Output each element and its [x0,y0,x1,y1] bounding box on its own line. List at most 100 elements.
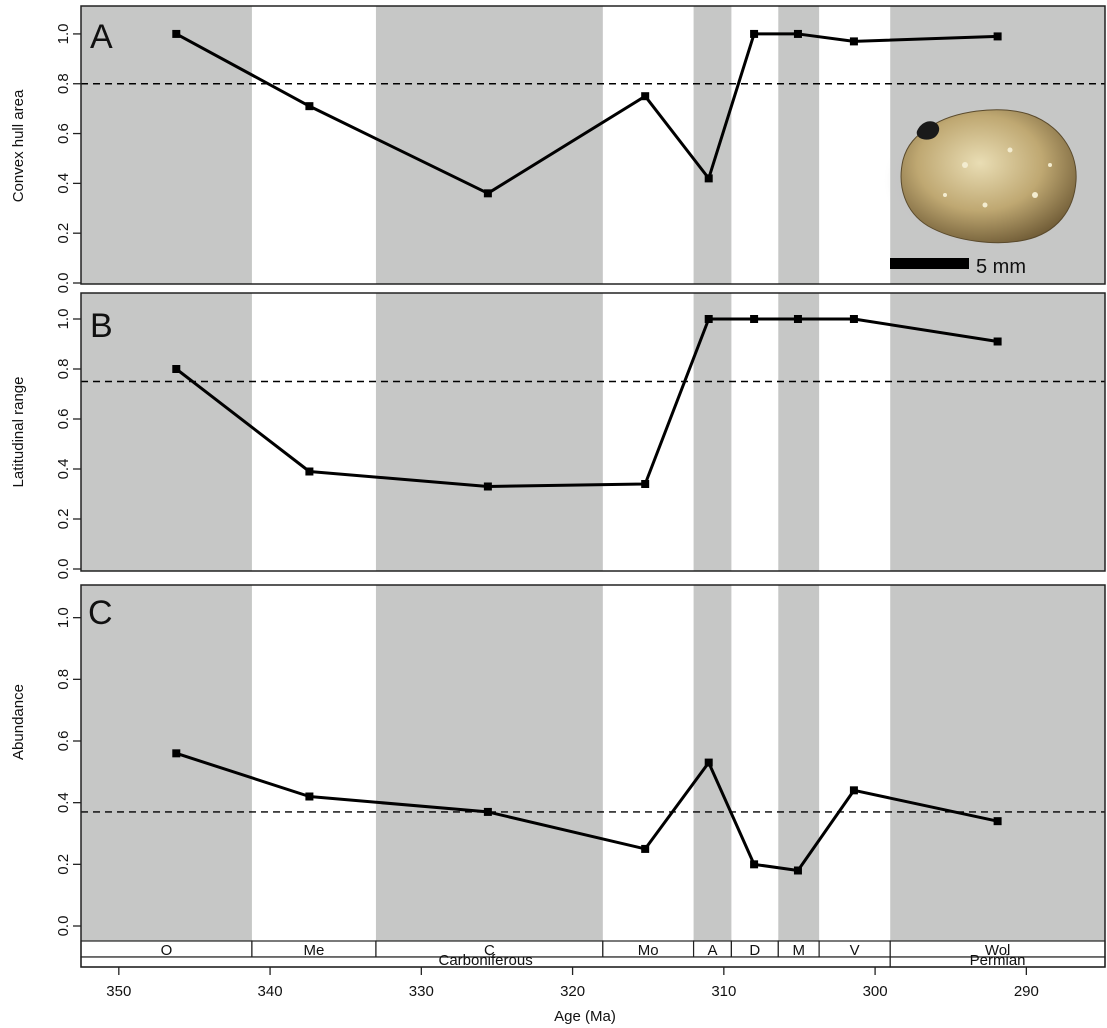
panel-a-point-4 [704,174,713,183]
panel-c-point-5 [750,860,759,869]
panel-a-y-axis: 0.0 0.2 0.4 0.6 0.8 1.0 [55,23,81,293]
stage-label-1: Me [304,942,325,959]
panel-b-shade-2 [693,293,732,571]
panel-a-shade-3 [778,6,820,284]
panel-a-point-7 [849,37,858,46]
panel-a-frame [80,5,1106,285]
panel-b-frame [80,292,1106,572]
x-tick-label-3: 320 [560,983,585,1000]
panel-b-y-tick-label-2: 0.4 [55,459,72,480]
panel-c-y-tick-label-4: 0.8 [55,669,72,690]
panel-a-y-tick-label-2: 0.4 [55,173,72,194]
panel-a-series [172,29,1002,198]
panel-c-point-8 [993,817,1002,826]
panel-a-point-0 [172,29,181,38]
period-label-1: Permian [970,952,1026,969]
stage-label-5: D [749,942,760,959]
stage-label-2: C [484,942,495,959]
panel-c-y-tick-label-2: 0.4 [55,792,72,813]
panel-c-shade-0 [81,585,252,967]
panel-c-point-7 [849,786,858,795]
panel-c-y-tick-label-3: 0.6 [55,731,72,752]
x-tick-label-6: 290 [1014,983,1039,1000]
panel-a-point-3 [641,92,650,101]
panel-a-shade-0 [81,6,252,284]
panel-b-shade-0 [81,293,252,571]
panel-a-point-1 [305,102,314,111]
panel-c-series [172,749,1002,875]
panel-c-y-tick-label-5: 1.0 [55,607,72,628]
stage-label-4: A [707,942,717,959]
x-tick-label-5: 300 [863,983,888,1000]
panel-b-point-4 [704,315,713,323]
panel-b-point-7 [849,315,858,323]
panel-c-y-tick-label-0: 0.0 [55,916,72,937]
panel-c-letter: C [88,594,113,632]
panel-b-y-label: Latitudinal range [10,377,27,488]
scale-bar-label: 5 mm [976,256,1026,278]
panel-b-point-6 [793,315,802,323]
panel-b-shade-1 [375,293,603,571]
stage-label-7: V [850,942,860,959]
panel-b-letter: B [90,307,113,345]
stage-label-6: M [792,942,805,959]
stage-label-3: Mo [638,942,659,959]
panel-b-series [172,315,1002,491]
panel-b-shade-4 [890,293,1105,571]
period-label-0: Carboniferous [438,952,532,969]
x-axis: 350 340 330 320 310 300 290 [106,967,1039,1000]
x-tick-label-0: 350 [106,983,131,1000]
panel-c-frame [80,584,1106,968]
x-tick-label-1: 340 [258,983,283,1000]
stage-label-8: Wol [985,942,1011,959]
panel-b-y-tick-label-4: 0.8 [55,359,72,380]
x-tick-label-2: 330 [409,983,434,1000]
panel-b-point-3 [641,480,650,488]
panel-b-point-5 [750,315,759,323]
panel-b-point-8 [993,337,1002,346]
panel-a-point-5 [750,29,759,38]
panel-b: B 0.0 0.2 0.4 0.6 0.8 1.0 Latitudinal range [10,292,1106,580]
fossil-specimen-image [900,109,1077,244]
panel-a-letter: A [90,18,113,56]
fossil-specimen-inset: 5 mm [884,108,1088,278]
panel-b-point-0 [172,365,181,373]
panel-b-point-2 [483,482,492,491]
panel-a-point-8 [993,32,1002,41]
x-tick-label-4: 310 [711,983,736,1000]
panel-a-y-tick-label-0: 0.0 [55,273,72,294]
scale-bar [890,258,969,269]
panel-c-shade-4 [890,585,1105,967]
panel-c-shade-1 [375,585,603,967]
panel-c-point-4 [704,758,713,767]
panel-a: 5 mm A 0.0 0.2 0.4 0.6 0.8 1.0 Convex hull ar… [10,5,1106,293]
panel-c-point-3 [641,844,650,853]
panel-b-y-tick-label-5: 1.0 [55,309,72,330]
panel-c-y-axis: 0.0 0.2 0.4 0.6 0.8 1.0 [55,607,81,936]
panel-a-y-label: Convex hull area [10,89,27,202]
panel-b-y-axis: 0.0 0.2 0.4 0.6 0.8 1.0 [55,309,81,580]
panel-b-y-tick-label-3: 0.6 [55,409,72,430]
panel-c-point-0 [172,749,181,758]
panel-c-point-1 [305,792,314,801]
panel-c-y-tick-label-1: 0.2 [55,854,72,875]
panel-b-y-tick-label-1: 0.2 [55,509,72,530]
panel-c-y-label: Abundance [10,684,27,760]
panel-b-y-tick-label-0: 0.0 [55,559,72,580]
panel-a-y-tick-label-1: 0.2 [55,223,72,244]
panel-c-point-2 [483,807,492,816]
panel-a-y-tick-label-3: 0.6 [55,123,72,144]
panel-c-point-6 [793,866,802,875]
panel-c-shading [81,585,1105,967]
panel-a-point-6 [793,29,802,38]
panel-a-point-2 [483,189,492,198]
panel-a-y-tick-label-4: 0.8 [55,73,72,94]
x-axis-label: Age (Ma) [554,1008,616,1025]
panel-c-shade-3 [778,585,820,967]
stage-label-0: O [161,942,173,959]
stratigraphic-bars: O Me C Mo A D M V Wol Carboniferous Permian [80,940,1106,969]
panel-b-shade-3 [778,293,820,571]
panel-a-shade-2 [693,6,732,284]
